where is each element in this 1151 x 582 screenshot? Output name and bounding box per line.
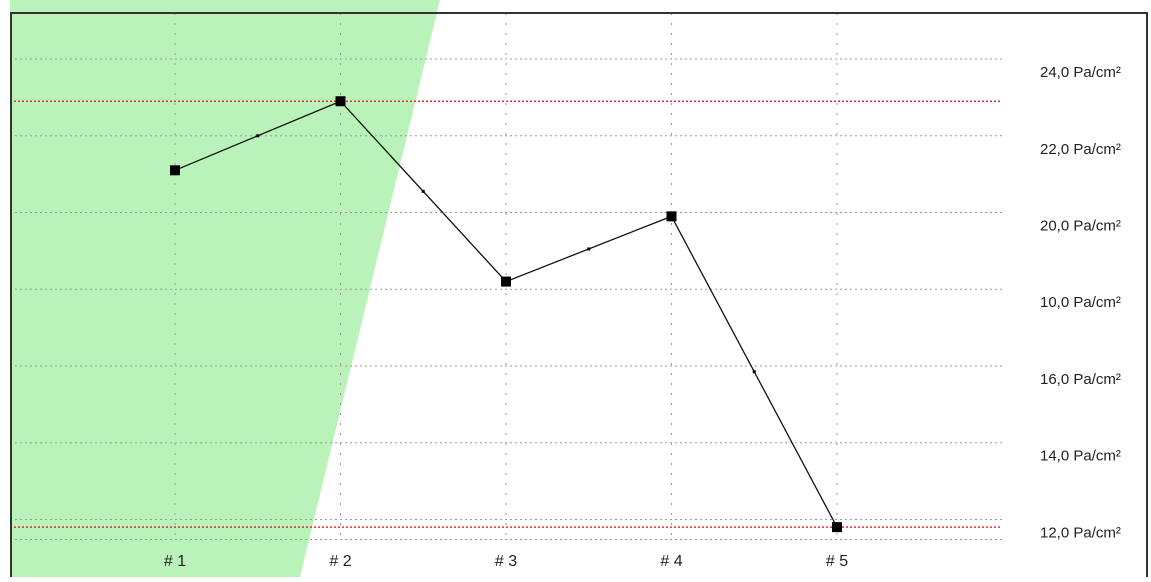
data-point (832, 522, 842, 533)
x-tick-label: # 3 (495, 553, 517, 570)
limit-lines (10, 100, 1002, 528)
y-tick-label: 16,0 Pa/cm² (1040, 371, 1121, 388)
segment-tick (752, 370, 756, 374)
data-point (666, 211, 677, 222)
segment-tick (421, 189, 425, 193)
data-point (335, 96, 346, 107)
x-tick-label: # 2 (329, 553, 351, 570)
x-tick-label: # 4 (660, 553, 682, 570)
y-tick-label: 20,0 Pa/cm² (1040, 218, 1121, 235)
segment-tick (587, 247, 591, 251)
grid (10, 13, 1002, 540)
x-axis: # 1 # 2 # 3 # 4 # 5 (164, 553, 848, 570)
segment-tick (256, 134, 260, 138)
highlight-region (10, 0, 440, 577)
y-axis: 24,0 Pa/cm² 22,0 Pa/cm² 20,0 Pa/cm² 10,0 Pa… (1040, 64, 1121, 541)
data-point (170, 165, 180, 176)
y-tick-label: 10,0 Pa/cm² (1040, 294, 1121, 311)
x-tick-label: # 1 (164, 553, 186, 570)
y-tick-label: 12,0 Pa/cm² (1040, 524, 1121, 541)
y-tick-label: 22,0 Pa/cm² (1040, 141, 1121, 158)
data-point (501, 276, 511, 287)
x-tick-label: # 5 (826, 553, 848, 570)
y-tick-label: 24,0 Pa/cm² (1040, 64, 1121, 81)
marker-layer (170, 96, 842, 533)
y-tick-label: 14,0 Pa/cm² (1040, 448, 1121, 465)
